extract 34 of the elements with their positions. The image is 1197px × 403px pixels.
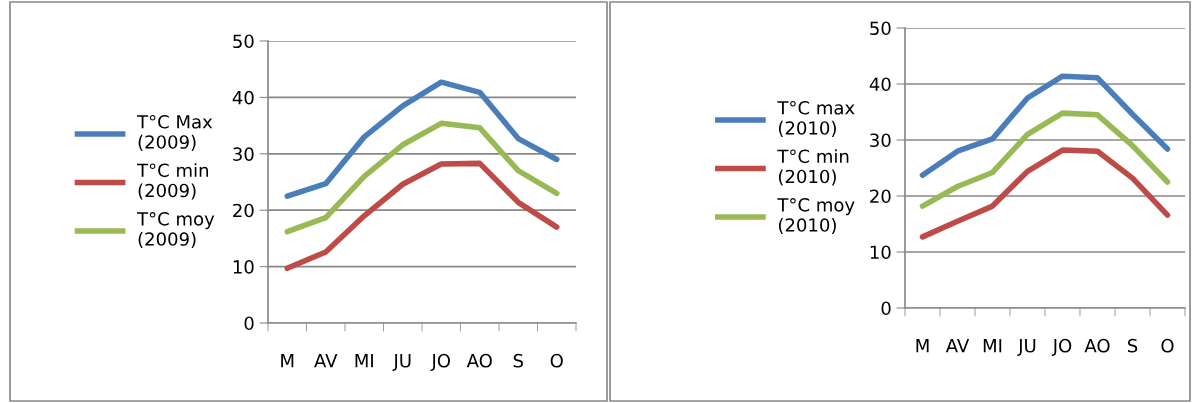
x-tick-label: MI bbox=[355, 354, 373, 368]
y-tick-label: 10 bbox=[233, 260, 254, 274]
x-tick-label: JO bbox=[1051, 338, 1072, 356]
legend-label: T°C max (2010) bbox=[777, 100, 855, 137]
legend-label: T°C min (2009) bbox=[137, 163, 208, 200]
x-tick-label: M bbox=[916, 339, 929, 353]
legend-label: T°C min (2010) bbox=[777, 149, 849, 186]
x-tick-label: AV bbox=[314, 354, 338, 368]
x-tick-label: JO bbox=[430, 353, 450, 371]
x-tick-label: MI bbox=[983, 339, 1002, 353]
x-tick-label: AV bbox=[945, 339, 970, 353]
y-tick-label: 50 bbox=[870, 21, 891, 36]
y-tick-label: 40 bbox=[869, 77, 891, 92]
y-tick-label: 20 bbox=[233, 203, 254, 218]
y-tick-label: 50 bbox=[233, 34, 254, 49]
x-tick-label: AO bbox=[1084, 338, 1110, 353]
x-tick-label: JU bbox=[392, 354, 411, 371]
y-tick-label: 0 bbox=[244, 316, 254, 331]
legend-label: T°C moy (2009) bbox=[137, 212, 215, 248]
y-tick-label: 20 bbox=[870, 189, 891, 204]
x-tick-label: S bbox=[513, 353, 523, 368]
y-tick-label: 40 bbox=[232, 90, 254, 105]
legend-label: T°C Max (2009) bbox=[137, 114, 213, 151]
y-tick-label: 30 bbox=[870, 133, 891, 148]
y-tick-label: 10 bbox=[870, 245, 891, 260]
legend-label: T°C moy (2010) bbox=[777, 198, 855, 234]
x-tick-label: JU bbox=[1017, 339, 1036, 356]
x-tick-label: AO bbox=[466, 353, 492, 368]
x-tick-label: M bbox=[281, 354, 294, 368]
x-tick-label: O bbox=[550, 353, 563, 368]
y-tick-label: 0 bbox=[881, 301, 891, 316]
x-tick-label: S bbox=[1127, 338, 1138, 353]
x-tick-label: O bbox=[1161, 338, 1174, 353]
y-tick-label: 30 bbox=[233, 147, 254, 161]
